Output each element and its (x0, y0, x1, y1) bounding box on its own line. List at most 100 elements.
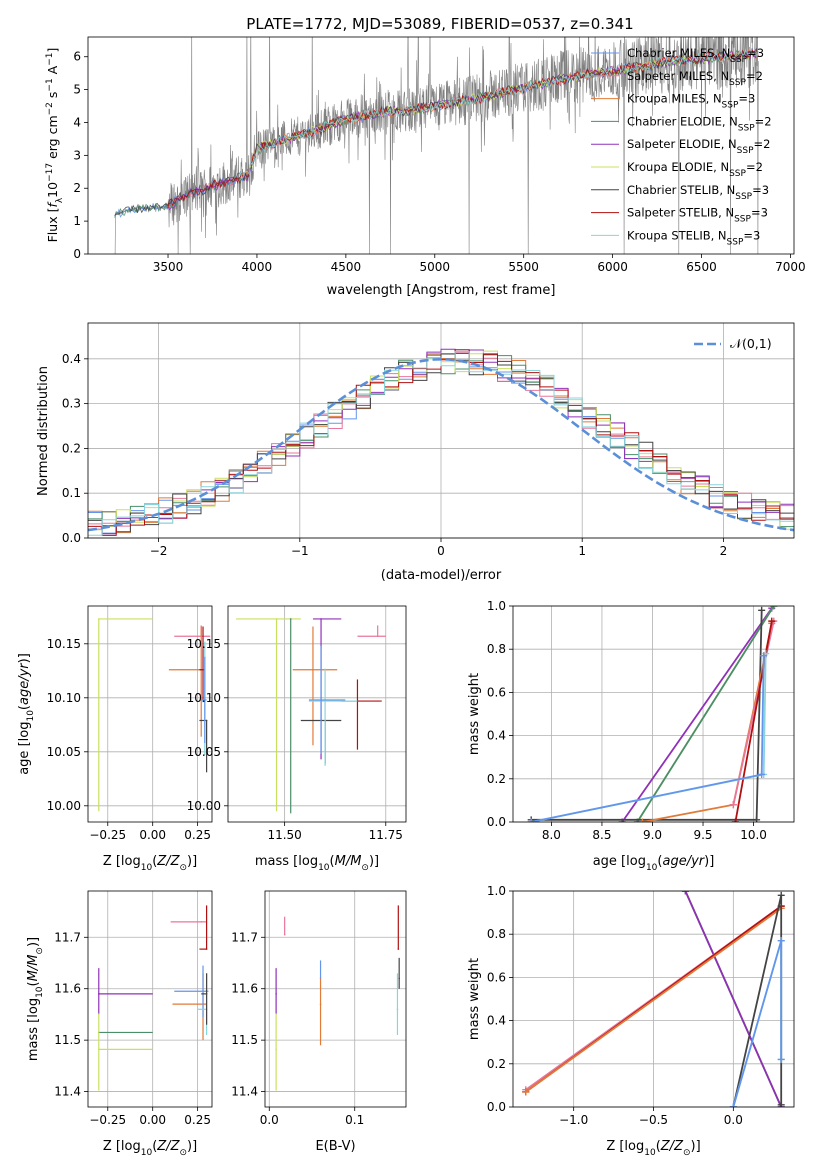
point-blue (204, 699, 206, 701)
x-tick-label: 10.0 (740, 828, 767, 842)
plot-area (97, 618, 211, 812)
x-tick-label: 9.5 (693, 828, 712, 842)
weight-line-blue (531, 655, 765, 822)
x-axis-label: Z [log10(Z/Z⊙)] (606, 1139, 700, 1158)
y-tick-label: 3 (73, 148, 81, 162)
weight-marker-blue (777, 1055, 785, 1063)
point-yellowgreen (275, 618, 278, 620)
weight-marker-pink (729, 801, 737, 809)
y-tick-label: 10.15 (47, 637, 81, 651)
weight-marker-red (768, 617, 776, 625)
axes-frame (87, 605, 213, 823)
plot-area (114, 37, 759, 254)
axes-frame (512, 605, 795, 823)
y-tick-label: 0.2 (487, 1057, 506, 1071)
x-axis-label: Z [log10(Z/Z⊙)] (103, 1139, 197, 1158)
plot-area (236, 618, 386, 814)
x-tick-label: 2 (720, 544, 728, 558)
y-axis-label: mass weight (467, 673, 482, 755)
legend-label-gaussian: 𝒩(0,1) (730, 336, 772, 351)
residual-histogram-cyan (88, 351, 794, 536)
axes-mass_vs_EBV: 0.0 0.1 11.4 11.5 11.6 11.7 E(B-V) (231, 890, 407, 1154)
point-red (205, 948, 208, 950)
legend-label: Kroupa MILES, NSSP=3 (627, 92, 755, 111)
gridlines (265, 891, 406, 1107)
weight-marker-orange (522, 1088, 530, 1096)
x-tick-label: −0.25 (89, 828, 126, 842)
legend-label: Chabrier STELIB, NSSP=3 (627, 183, 769, 202)
x-tick-label: 0.25 (184, 828, 211, 842)
x-axis-label: E(B-V) (315, 1139, 355, 1154)
y-tick-label: 10.15 (187, 637, 221, 651)
x-tick-label: 0.0 (260, 1113, 279, 1127)
legend-label: Kroupa ELODIE, NSSP=2 (627, 160, 763, 179)
y-tick-label: 11.4 (231, 1085, 258, 1099)
axes-frame (87, 36, 795, 255)
figure-title: PLATE=1772, MJD=53089, FIBERID=0537, z=0… (246, 15, 633, 33)
y-tick-label: 11.4 (54, 1085, 81, 1099)
point-yellowgreen (275, 1048, 277, 1051)
y-tick-label: 10.05 (187, 745, 221, 759)
weight-marker-black (753, 816, 761, 822)
weight-marker-black (777, 1101, 785, 1107)
plot-area (88, 348, 794, 536)
x-tick-label: 5500 (508, 260, 539, 274)
point-blue (202, 990, 204, 993)
point-purple (97, 993, 100, 995)
point-black (205, 719, 208, 722)
y-tick-label: 4 (73, 115, 81, 129)
point-pink (376, 635, 379, 638)
y-tick-label: 11.6 (231, 982, 258, 996)
weight-marker-green (770, 606, 778, 610)
weight-line-green (636, 606, 775, 822)
axes-mass_vs_Z: −0.25 0.00 0.25 11.4 11.5 11.6 11.7 Z [log10(Z/… (26, 890, 213, 1158)
y-tick-label: 11.7 (54, 930, 81, 944)
x-tick-label: 4500 (331, 260, 362, 274)
legend-label: Chabrier ELODIE, NSSP=2 (627, 114, 772, 133)
x-tick-label: 0.00 (139, 828, 166, 842)
y-tick-label: 1 (73, 214, 81, 228)
y-tick-label: 0 (73, 247, 81, 261)
y-tick-label: 0.0 (62, 531, 81, 545)
x-tick-label: 6500 (686, 260, 717, 274)
x-tick-label: 1 (578, 544, 586, 558)
weight-line-orange (642, 623, 773, 822)
y-tick-label: 1.0 (487, 599, 506, 613)
gridlines (88, 606, 212, 822)
y-axis-label: age [log10(age/yr)] (17, 653, 36, 775)
weight-line-blue (732, 940, 783, 1107)
y-axis-label: Flux [fλ10−17 erg cm−2 s−1 A−1] (45, 48, 65, 243)
weight-marker-blue (729, 1103, 737, 1107)
y-tick-label: 6 (73, 50, 81, 64)
x-tick-label: 0 (437, 544, 445, 558)
x-tick-label: 0.0 (724, 1113, 743, 1127)
y-tick-label: 0.4 (487, 729, 506, 743)
y-tick-label: 0.8 (487, 642, 506, 656)
point-blue (320, 699, 322, 701)
y-tick-label: 10.00 (47, 799, 81, 813)
y-tick-label: 0.6 (487, 970, 506, 984)
y-tick-label: 10.00 (187, 799, 221, 813)
plot-area (522, 891, 785, 1107)
x-axis-label: mass [log10(M/M⊙)] (255, 854, 379, 873)
axes-age_vs_mass: 11.50 11.75 10.00 10.05 10.10 10.15 mass [log1… (187, 605, 407, 873)
weight-marker-black (777, 891, 785, 899)
y-tick-label: 0.6 (487, 685, 506, 699)
weight-marker-blue (777, 937, 785, 945)
x-axis-label: age [log10(age/yr)] (593, 854, 715, 873)
axes-spectrum: 3500 4000 4500 5000 5500 6000 6500 7000 0 1 2 3 4 5 6 w… (45, 36, 806, 298)
weight-line-black (732, 895, 783, 1107)
model-spectrum-cyan (238, 48, 759, 180)
legend-label: Kroupa STELIB, NSSP=3 (627, 228, 760, 247)
point-yellowgreen (97, 618, 100, 620)
x-tick-label: 6000 (597, 260, 628, 274)
axes-massweight_vs_age: 8.0 8.5 9.0 9.5 10.0 0.0 0.2 0.4 0.6 0.8 1.0 age [l… (467, 599, 795, 873)
point-red (397, 948, 400, 950)
y-tick-label: 0.0 (487, 1100, 506, 1114)
x-tick-label: 0.00 (139, 1113, 166, 1127)
observed-spectrum-line (114, 37, 759, 254)
legend: 𝒩(0,1) (694, 336, 772, 351)
y-tick-label: 0.2 (487, 772, 506, 786)
weight-marker-blue (527, 818, 535, 822)
weight-marker-purple (681, 891, 689, 895)
